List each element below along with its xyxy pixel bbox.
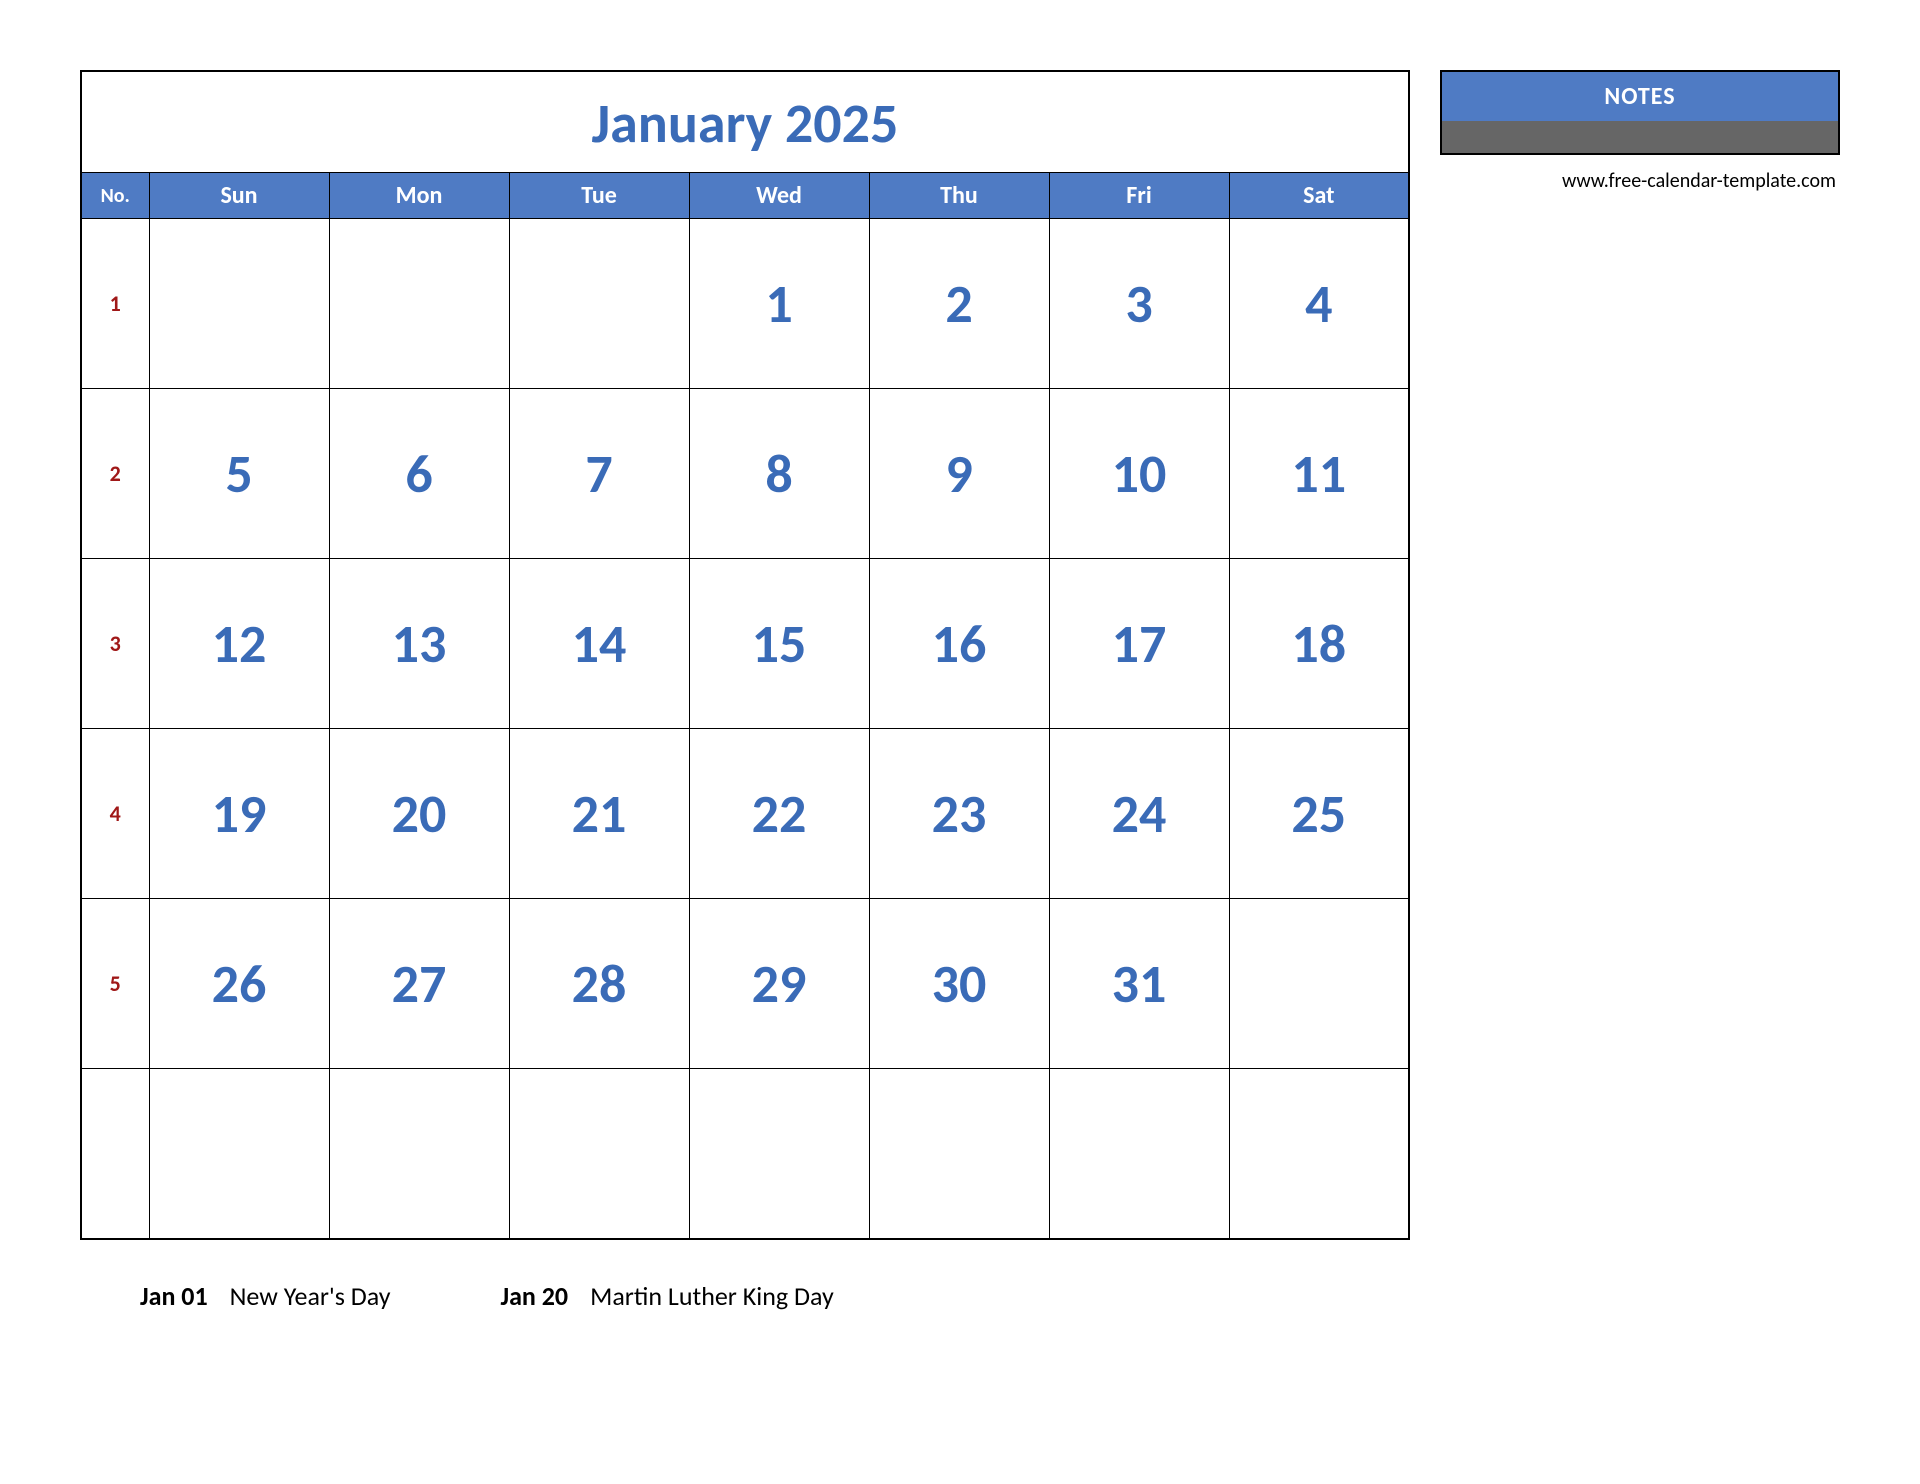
week-number: 5 — [81, 899, 149, 1069]
day-cell: 29 — [689, 899, 869, 1069]
day-cell: 5 — [149, 389, 329, 559]
header-sun: Sun — [149, 173, 329, 219]
header-no: No. — [81, 173, 149, 219]
day-cell: 23 — [869, 729, 1049, 899]
day-cell: 20 — [329, 729, 509, 899]
day-cell: 7 — [509, 389, 689, 559]
holiday-item: Jan 01 New Year's Day — [140, 1280, 390, 1312]
header-mon: Mon — [329, 173, 509, 219]
calendar-week-row: 2567891011 — [81, 389, 1409, 559]
header-tue: Tue — [509, 173, 689, 219]
day-cell: 16 — [869, 559, 1049, 729]
header-wed: Wed — [689, 173, 869, 219]
day-cell — [509, 219, 689, 389]
day-cell — [149, 1069, 329, 1239]
holiday-name: New Year's Day — [230, 1280, 391, 1312]
holiday-date: Jan 20 — [500, 1280, 568, 1312]
week-number: 1 — [81, 219, 149, 389]
day-cell — [509, 1069, 689, 1239]
header-sat: Sat — [1229, 173, 1409, 219]
holidays-section: Jan 01 New Year's Day Jan 20 Martin Luth… — [80, 1280, 1840, 1312]
calendar-table: January 2025 No. Sun Mon Tue Wed Thu Fri… — [80, 70, 1410, 1240]
day-cell: 24 — [1049, 729, 1229, 899]
day-cell: 6 — [329, 389, 509, 559]
day-cell: 2 — [869, 219, 1049, 389]
week-number: 4 — [81, 729, 149, 899]
holiday-item: Jan 20 Martin Luther King Day — [500, 1280, 833, 1312]
day-cell: 1 — [689, 219, 869, 389]
day-cell: 21 — [509, 729, 689, 899]
day-cell — [1229, 899, 1409, 1069]
calendar-header-row: No. Sun Mon Tue Wed Thu Fri Sat — [81, 173, 1409, 219]
header-fri: Fri — [1049, 173, 1229, 219]
day-cell: 3 — [1049, 219, 1229, 389]
day-cell: 11 — [1229, 389, 1409, 559]
day-cell: 22 — [689, 729, 869, 899]
day-cell — [1229, 1069, 1409, 1239]
note-line — [1442, 152, 1838, 153]
notes-column: NOTES www.free-calendar-template.com — [1440, 70, 1840, 1240]
day-cell — [329, 219, 509, 389]
day-cell — [329, 1069, 509, 1239]
calendar-week-row — [81, 1069, 1409, 1239]
day-cell — [1049, 1069, 1229, 1239]
calendar-week-row: 5262728293031 — [81, 899, 1409, 1069]
day-cell: 13 — [329, 559, 509, 729]
day-cell: 18 — [1229, 559, 1409, 729]
holiday-name: Martin Luther King Day — [590, 1280, 834, 1312]
day-cell: 17 — [1049, 559, 1229, 729]
day-cell: 9 — [869, 389, 1049, 559]
day-cell: 4 — [1229, 219, 1409, 389]
day-cell — [149, 219, 329, 389]
week-number — [81, 1069, 149, 1239]
day-cell: 28 — [509, 899, 689, 1069]
day-cell: 26 — [149, 899, 329, 1069]
day-cell: 10 — [1049, 389, 1229, 559]
calendar-week-row: 419202122232425 — [81, 729, 1409, 899]
day-cell: 14 — [509, 559, 689, 729]
week-number: 2 — [81, 389, 149, 559]
day-cell — [869, 1069, 1049, 1239]
day-cell: 27 — [329, 899, 509, 1069]
day-cell: 30 — [869, 899, 1049, 1069]
calendar-title: January 2025 — [81, 71, 1409, 173]
day-cell: 15 — [689, 559, 869, 729]
day-cell: 31 — [1049, 899, 1229, 1069]
day-cell: 19 — [149, 729, 329, 899]
calendar-week-row: 11234 — [81, 219, 1409, 389]
footer-url: www.free-calendar-template.com — [1440, 169, 1840, 193]
day-cell: 8 — [689, 389, 869, 559]
day-cell: 25 — [1229, 729, 1409, 899]
day-cell — [689, 1069, 869, 1239]
notes-panel: NOTES — [1440, 70, 1840, 155]
day-cell: 12 — [149, 559, 329, 729]
holiday-date: Jan 01 — [140, 1280, 208, 1312]
calendar-wrapper: January 2025 No. Sun Mon Tue Wed Thu Fri… — [80, 70, 1840, 1240]
notes-header: NOTES — [1442, 72, 1838, 121]
notes-lines — [1442, 121, 1838, 153]
header-thu: Thu — [869, 173, 1049, 219]
calendar-week-row: 312131415161718 — [81, 559, 1409, 729]
week-number: 3 — [81, 559, 149, 729]
